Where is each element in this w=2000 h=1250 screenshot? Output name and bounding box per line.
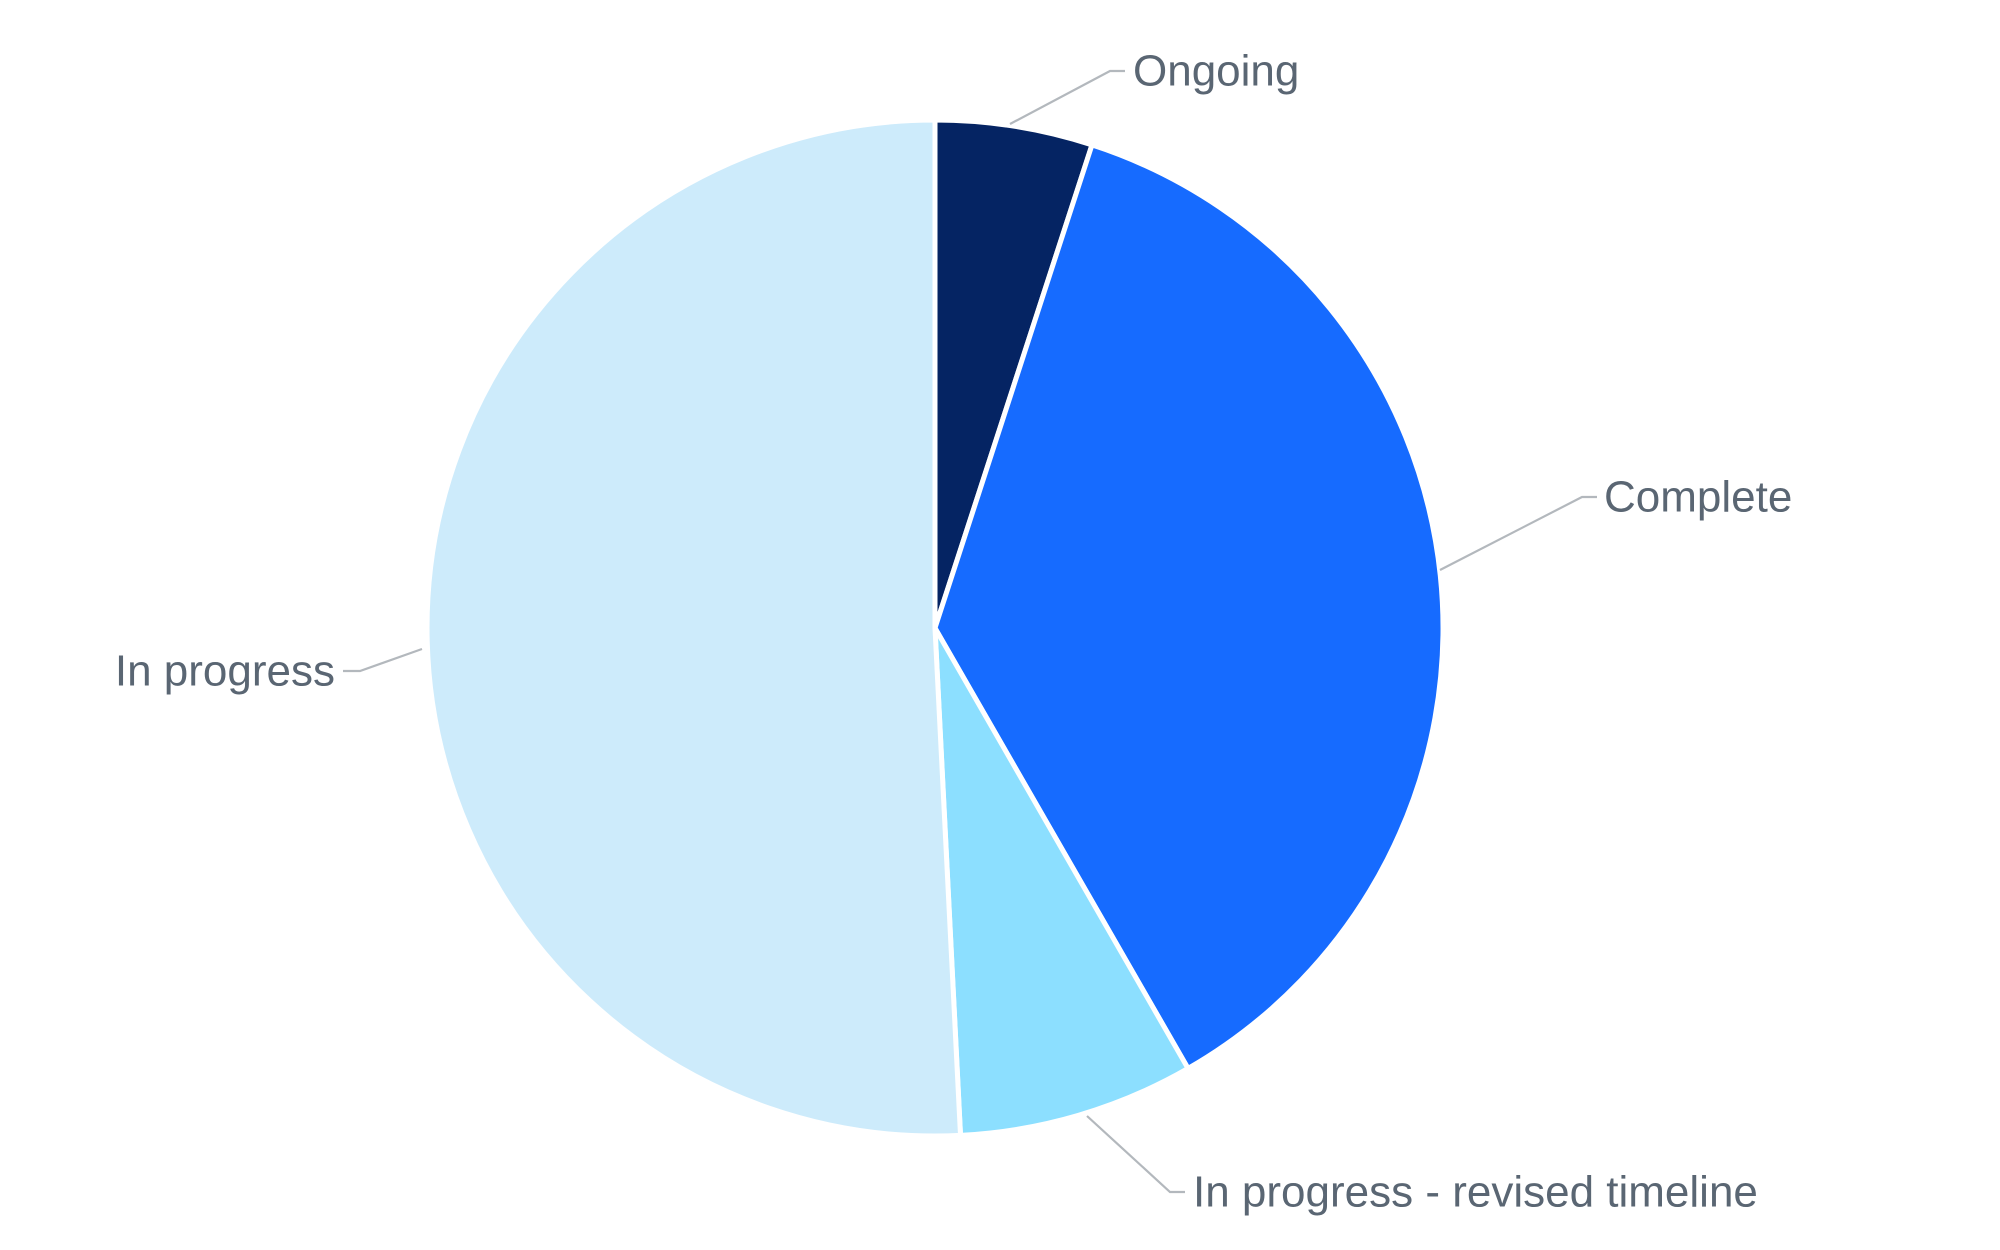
- leader-line-ongoing: [1009, 69, 1125, 125]
- leader-line-in-progress: [343, 647, 423, 673]
- slice-label-in-progress-revised-timeline: In progress - revised timeline: [1193, 1168, 1758, 1217]
- pie-slices: [424, 117, 1446, 1139]
- pie-slice-in-progress: [424, 117, 964, 1139]
- pie-slice-complete: [932, 142, 1446, 1071]
- leader-line-complete: [1439, 495, 1597, 571]
- pie-slice-in-progress-revised-timeline: [932, 625, 1191, 1138]
- slice-label-in-progress: In progress: [115, 647, 335, 696]
- leader-lines: [343, 69, 1597, 1194]
- slice-label-ongoing: Ongoing: [1133, 47, 1299, 96]
- leader-line-in-progress-revised-timeline: [1086, 1115, 1185, 1194]
- slice-labels: Ongoing Complete In progress - revised tim…: [115, 47, 1792, 1217]
- slice-label-complete: Complete: [1604, 473, 1792, 522]
